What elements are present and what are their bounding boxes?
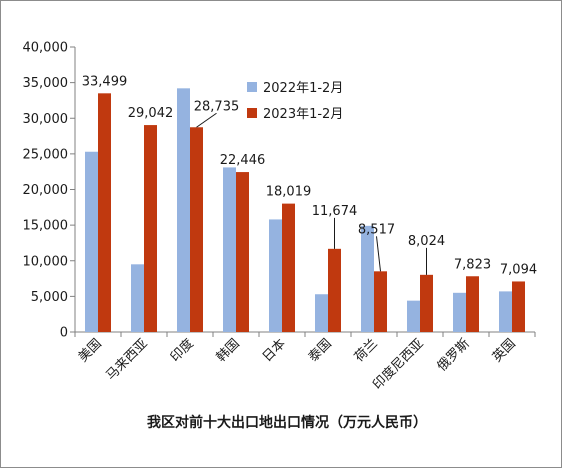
bar-2022-4	[269, 219, 282, 332]
bar-2022-3	[223, 167, 236, 332]
y-tick-label: 15,000	[23, 219, 69, 234]
category-label-2: 印度	[167, 336, 197, 366]
bar-2023-1	[144, 125, 157, 333]
legend-swatch-1	[247, 108, 257, 118]
leader-line-6	[376, 236, 381, 272]
y-tick-label: 35,000	[23, 76, 69, 91]
bar-2023-8	[466, 276, 479, 332]
bar-2022-7	[407, 300, 420, 332]
y-tick-label: 5,000	[31, 290, 68, 305]
bar-2023-3	[236, 172, 249, 332]
bar-2022-0	[85, 151, 98, 332]
y-tick-label: 25,000	[23, 147, 69, 162]
data-labels: 33,499 29,042 28,735 22,446 18,01911,6748,51…	[82, 74, 537, 277]
bar-2023-9	[512, 281, 525, 332]
bar-2023-0	[98, 93, 111, 332]
data-label-8: 7,823	[454, 257, 491, 272]
data-label-5: 11,674	[312, 204, 358, 219]
legend-label-1: 2023年1-2月	[263, 107, 343, 122]
bar-2022-6	[361, 225, 374, 332]
y-tick-label: 10,000	[23, 254, 69, 269]
bar-2022-8	[453, 292, 466, 332]
category-label-6: 荷兰	[352, 336, 381, 365]
category-label-4: 日本	[260, 336, 289, 365]
y-tick-label: 30,000	[23, 112, 69, 127]
bar-2023-7	[420, 274, 433, 332]
data-label-0: 33,499	[82, 74, 128, 89]
bar-2023-6	[374, 271, 387, 332]
category-label-3: 韩国	[214, 336, 243, 365]
data-label-7: 8,024	[408, 234, 445, 249]
data-label-2: 28,735	[194, 99, 240, 114]
data-label-4: 18,019	[266, 185, 312, 200]
bars	[85, 88, 525, 333]
bar-2022-9	[499, 291, 512, 332]
category-label-5: 泰国	[306, 336, 335, 365]
category-label-0: 美国	[76, 336, 105, 365]
bar-2022-5	[315, 294, 328, 332]
category-label-8: 俄罗斯	[435, 336, 473, 374]
category-label-9: 英国	[490, 336, 519, 365]
axes: 0 5,000 10,000 15,000 20,000 25,000 30,000 35,0…	[23, 41, 536, 341]
legend-label-0: 2022年1-2月	[263, 81, 343, 96]
bar-2022-2	[177, 88, 190, 332]
category-label-1: 马来西亚	[103, 336, 150, 383]
chart-title: 我区对前十大出口地出口情况（万元人民币）	[147, 414, 427, 431]
data-label-9: 7,094	[500, 262, 537, 277]
bar-2023-5	[328, 248, 341, 332]
bar-2023-4	[282, 203, 295, 332]
y-tick-label: 20,000	[23, 183, 69, 198]
data-label-3: 22,446	[220, 153, 266, 168]
data-label-1: 29,042	[128, 106, 174, 121]
data-label-6: 8,517	[358, 222, 395, 237]
y-tick-label: 0	[60, 326, 68, 341]
category-label-7: 印度尼西亚	[370, 336, 427, 393]
legend-swatch-0	[247, 82, 257, 92]
leader-line-2	[196, 112, 217, 128]
bar-2022-1	[131, 264, 144, 332]
y-tick-label: 40,000	[23, 41, 69, 56]
legend: 2022年1-2月 2023年1-2月	[247, 81, 343, 122]
bar-2023-2	[190, 127, 203, 332]
